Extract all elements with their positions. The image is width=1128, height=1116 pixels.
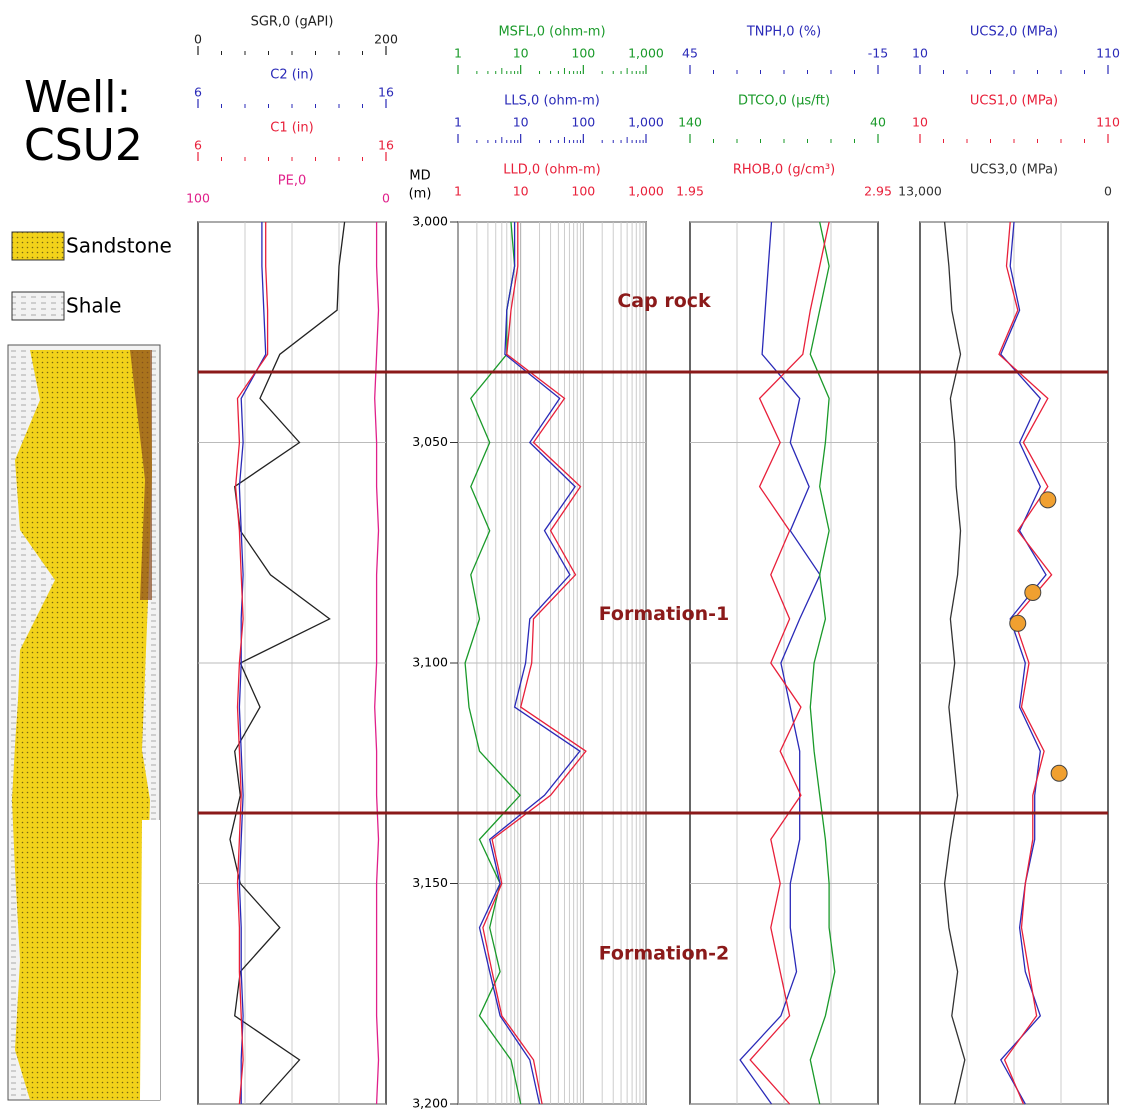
ucs-lab-point <box>1010 615 1026 631</box>
ucs-lab-point <box>1051 765 1067 781</box>
scale-label: 100 <box>571 46 595 61</box>
formation-annotation: Cap rock <box>617 290 711 312</box>
curve-label: MSFL,0 (ohm-m) <box>498 25 605 40</box>
curve-label: UCS1,0 (MPa) <box>970 94 1058 109</box>
scale-label: 110 <box>1096 46 1120 61</box>
scale-label: 200 <box>374 32 398 47</box>
curve-label: C1 (in) <box>270 121 313 136</box>
scale-label: 40 <box>870 115 886 130</box>
well-label: Well: <box>24 72 131 123</box>
scale-label: 1,000 <box>628 115 664 130</box>
scale-label: 100 <box>186 191 210 206</box>
page: {"well": {"label": "Well:", "name": "CSU… <box>0 0 1128 1116</box>
scale-label: 10 <box>912 115 928 130</box>
scale-label: 10 <box>513 115 529 130</box>
scale-label: 0 <box>194 32 202 47</box>
scale-label: 10 <box>513 46 529 61</box>
depth-label: MD <box>409 169 430 184</box>
curve-label: LLD,0 (ohm-m) <box>503 163 600 178</box>
well-log-chart: Well: CSU2 Sandstone Shale SGR,0 (gAPI) 0… <box>0 0 1128 1116</box>
scale-label: 6 <box>194 138 202 153</box>
curve-label: UCS2,0 (MPa) <box>970 25 1058 40</box>
ucs-lab-point <box>1025 584 1041 600</box>
scale-label: 10 <box>513 184 529 199</box>
legend-label: Shale <box>66 294 122 318</box>
scale-label: 110 <box>1096 115 1120 130</box>
curve-label: C2 (in) <box>270 68 313 83</box>
curve-label: UCS3,0 (MPa) <box>970 163 1058 178</box>
track <box>920 222 1108 1104</box>
y-tick-label: 3,200 <box>412 1096 448 1111</box>
scale-label: 140 <box>678 115 702 130</box>
scale-label: 1,000 <box>628 184 664 199</box>
scale-label: 1 <box>454 184 462 199</box>
y-tick-label: 3,050 <box>412 434 448 449</box>
scale-label: 1 <box>454 115 462 130</box>
scale-label: 10 <box>912 46 928 61</box>
curve-label: LLS,0 (ohm-m) <box>504 94 600 109</box>
sandstone-fill <box>12 350 152 1100</box>
curve-label: RHOB,0 (g/cm³) <box>733 163 835 178</box>
scale-label: 100 <box>571 184 595 199</box>
scale-label: -15 <box>868 46 888 61</box>
scale-label: 1 <box>454 46 462 61</box>
y-tick-label: 3,000 <box>412 214 448 229</box>
scale-label: 16 <box>378 138 394 153</box>
formation-annotation: Formation-1 <box>599 603 730 625</box>
track <box>198 222 386 1104</box>
ucs-lab-point <box>1040 492 1056 508</box>
scale-label: 0 <box>382 191 390 206</box>
scale-label: 45 <box>682 46 698 61</box>
depth-unit: (m) <box>409 187 432 202</box>
white-zone <box>140 820 160 1100</box>
legend-swatch <box>12 292 64 320</box>
curve-label: TNPH,0 (%) <box>746 25 821 40</box>
lithology-column <box>8 345 160 1100</box>
y-tick-label: 3,150 <box>412 875 448 890</box>
scale-label: 1.95 <box>676 184 704 199</box>
track <box>690 222 878 1104</box>
curve-label: DTCO,0 (µs/ft) <box>738 94 830 109</box>
curve-label: SGR,0 (gAPI) <box>251 15 334 30</box>
scale-label: 6 <box>194 85 202 100</box>
y-tick-label: 3,100 <box>412 655 448 670</box>
track <box>458 222 646 1104</box>
scale-label: 1,000 <box>628 46 664 61</box>
legend-swatch <box>12 232 64 260</box>
scale-label: 16 <box>378 85 394 100</box>
scale-label: 100 <box>571 115 595 130</box>
curve-label: PE,0 <box>278 174 306 189</box>
scale-label: 2.95 <box>864 184 892 199</box>
scale-label: 13,000 <box>898 184 942 199</box>
well-name: CSU2 <box>24 120 143 171</box>
formation-annotation: Formation-2 <box>599 943 730 965</box>
legend-label: Sandstone <box>66 234 172 258</box>
scale-label: 0 <box>1104 184 1112 199</box>
